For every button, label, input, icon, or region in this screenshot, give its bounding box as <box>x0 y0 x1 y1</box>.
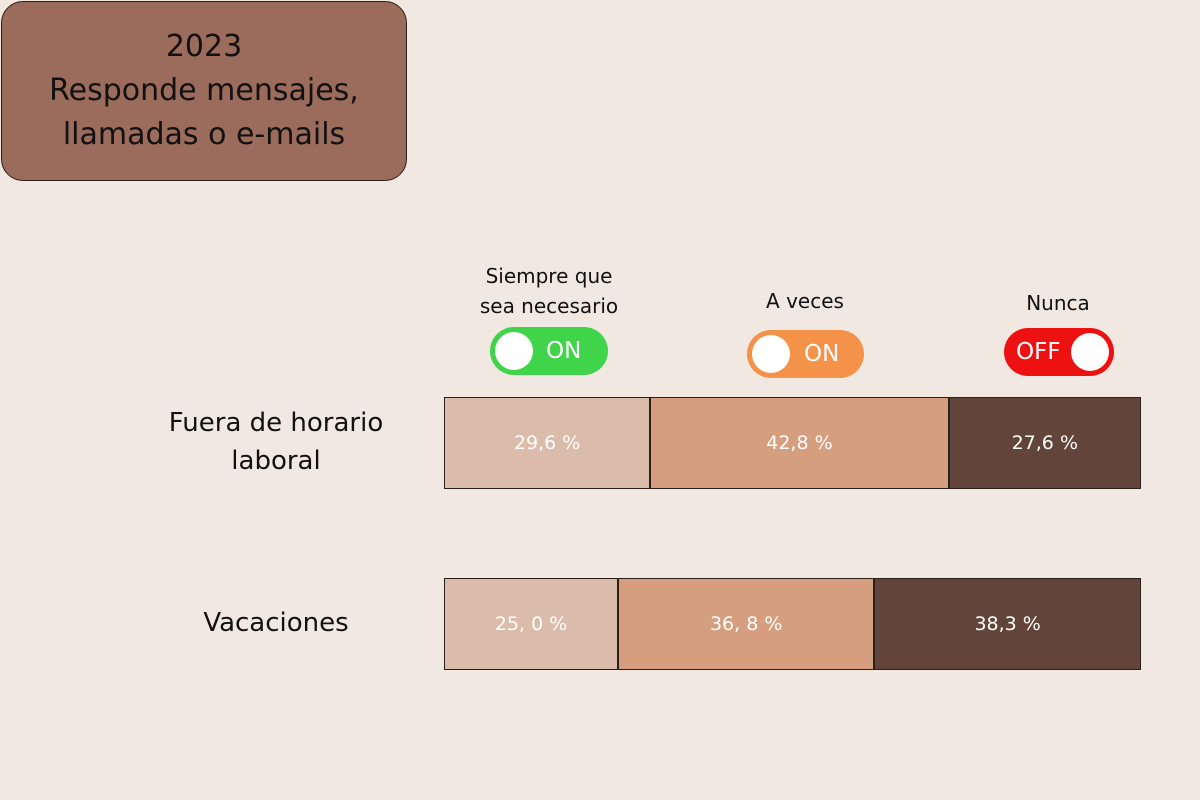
title-line-2: Responde mensajes, <box>49 73 359 108</box>
title-box: 2023 Responde mensajes, llamadas o e-mai… <box>1 1 407 181</box>
legend-label-a-veces-line-1: A veces <box>766 289 844 313</box>
bar-segment-1-2: 42,8 % <box>650 397 949 489</box>
bar-segment-2-3: 38,3 % <box>874 578 1141 670</box>
legend-label-siempre-line-2: sea necesario <box>479 294 619 318</box>
toggle-a-veces-text: ON <box>804 341 840 367</box>
row-label-fuera-de-horario: Fuera de horario laboral <box>146 404 406 480</box>
legend-label-siempre-line-1: Siempre que <box>485 264 613 288</box>
legend-label-nunca-line-1: Nunca <box>1026 291 1090 315</box>
stacked-bar-fuera-de-horario: 29,6 % 42,8 % 27,6 % <box>444 397 1141 489</box>
data-label-1-2: 42,8 % <box>766 432 833 454</box>
stacked-bar-vacaciones: 25, 0 % 36, 8 % 38,3 % <box>444 578 1141 670</box>
legend-label-siempre: Siempre que sea necesario <box>449 261 649 321</box>
toggle-a-veces[interactable]: ON <box>747 330 864 378</box>
bar-segment-2-2: 36, 8 % <box>618 578 875 670</box>
data-label-2-3: 38,3 % <box>974 613 1041 635</box>
toggle-siempre[interactable]: ON <box>490 327 608 375</box>
row-label-fuera-line-2: laboral <box>231 446 321 476</box>
title-year: 2023 <box>165 29 243 64</box>
toggle-nunca[interactable]: OFF <box>1004 328 1114 376</box>
toggle-siempre-knob <box>495 332 533 370</box>
toggle-a-veces-knob <box>752 335 790 373</box>
legend-label-a-veces: A veces <box>705 286 905 316</box>
bar-segment-1-3: 27,6 % <box>948 397 1141 489</box>
row-label-vacaciones: Vacaciones <box>146 604 406 642</box>
toggle-nunca-knob <box>1071 333 1109 371</box>
legend-label-nunca: Nunca <box>958 288 1158 318</box>
data-label-2-1: 25, 0 % <box>494 613 568 635</box>
data-label-1-3: 27,6 % <box>1011 432 1078 454</box>
row-label-fuera-line-1: Fuera de horario <box>168 408 384 438</box>
toggle-nunca-text: OFF <box>1016 339 1061 365</box>
toggle-siempre-text: ON <box>546 338 582 364</box>
row-label-vacaciones-line-1: Vacaciones <box>203 608 349 638</box>
bar-segment-1-1: 29,6 % <box>444 397 651 489</box>
title-line-3: llamadas o e-mails <box>62 117 346 152</box>
data-label-2-2: 36, 8 % <box>709 613 783 635</box>
data-label-1-1: 29,6 % <box>513 432 581 454</box>
bar-segment-2-1: 25, 0 % <box>444 578 619 670</box>
